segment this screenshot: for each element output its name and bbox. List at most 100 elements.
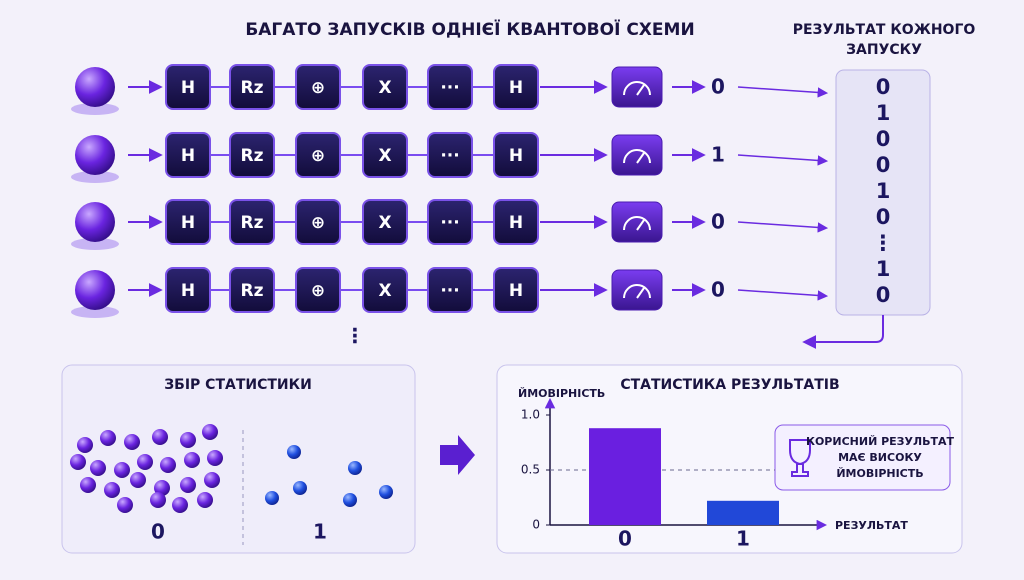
stats-title: ЗБІР СТАТИСТИКИ	[164, 377, 312, 393]
ball-zero	[124, 434, 140, 450]
gate	[362, 132, 408, 178]
gate-label: ···	[440, 281, 459, 301]
results-arrow	[802, 315, 884, 349]
gate	[427, 199, 473, 245]
gate	[165, 64, 211, 110]
trophy-icon	[789, 439, 811, 477]
gate	[165, 199, 211, 245]
meter-dial	[623, 81, 651, 96]
ball-zero	[130, 472, 146, 488]
x-tick-label: 0	[618, 527, 632, 551]
y-axis-label: ЙМОВІРНІСТЬ	[518, 387, 605, 400]
gate-label: ⊕	[311, 78, 325, 98]
x-axis-label: РЕЗУЛЬТАТ	[835, 519, 908, 532]
gate	[295, 199, 341, 245]
ball-zero	[160, 457, 176, 473]
callout-text: КОРИСНИЙ РЕЗУЛЬТАТ	[806, 435, 955, 448]
ball-one	[379, 485, 393, 499]
bar	[589, 428, 661, 525]
result-value: 1	[876, 179, 891, 203]
x-tick-label: 1	[736, 527, 750, 551]
result-value: 1	[876, 257, 891, 281]
ball-zero	[114, 462, 130, 478]
qubit-orb	[75, 135, 115, 175]
y-tick-label: 0	[532, 518, 540, 532]
ball-one	[287, 445, 301, 459]
meter-dial	[623, 216, 651, 231]
ball-zero	[180, 432, 196, 448]
ball-zero	[137, 454, 153, 470]
gate	[229, 267, 275, 313]
results-header: ЗАПУСКУ	[846, 42, 922, 58]
gate-label: ⊕	[311, 213, 325, 233]
gate-label: H	[509, 78, 523, 98]
wire	[737, 221, 829, 233]
result-value: 0	[876, 127, 891, 151]
gate-label: X	[378, 281, 391, 301]
ball-zero	[80, 477, 96, 493]
ball-zero	[152, 429, 168, 445]
meter-dial	[623, 284, 651, 299]
continuation: ⋮	[345, 324, 365, 348]
run-output: 0	[711, 75, 725, 99]
result-value: 0	[876, 205, 891, 229]
meter	[611, 134, 663, 176]
gate-label: X	[378, 213, 391, 233]
ball-one	[293, 481, 307, 495]
meter	[611, 66, 663, 108]
orb-base	[71, 171, 119, 183]
gate-label: Rz	[241, 78, 264, 98]
gate	[229, 199, 275, 245]
ball-zero	[184, 452, 200, 468]
ball-zero	[90, 460, 106, 476]
run-output: 1	[711, 143, 725, 167]
gate-label: ⊕	[311, 146, 325, 166]
gate-label: H	[181, 78, 195, 98]
orb-base	[71, 103, 119, 115]
gate-label: H	[181, 213, 195, 233]
run-output: 0	[711, 278, 725, 302]
ball-zero	[202, 424, 218, 440]
meter	[611, 269, 663, 311]
gate-label: H	[181, 146, 195, 166]
gate-label: ···	[440, 78, 459, 98]
gate-label: ···	[440, 213, 459, 233]
gate	[295, 132, 341, 178]
bar	[707, 500, 779, 525]
wire	[737, 289, 829, 301]
meter	[611, 201, 663, 243]
gate-label: ···	[440, 146, 459, 166]
ball-zero	[117, 497, 133, 513]
qubit-orb	[75, 270, 115, 310]
gate	[427, 64, 473, 110]
result-value: ⋮	[873, 231, 894, 255]
orb-base	[71, 238, 119, 250]
ball-zero	[100, 430, 116, 446]
result-value: 0	[876, 75, 891, 99]
gate-label: Rz	[241, 146, 264, 166]
result-value: 0	[876, 283, 891, 307]
gate	[229, 132, 275, 178]
gate	[295, 267, 341, 313]
stats-label: 1	[313, 520, 327, 544]
callout-text: ЙМОВІРНІСТЬ	[836, 467, 923, 480]
gate-label: H	[509, 281, 523, 301]
gate	[165, 132, 211, 178]
qubit-orb	[75, 67, 115, 107]
orb-base	[71, 306, 119, 318]
gate-label: X	[378, 78, 391, 98]
ball-zero	[150, 492, 166, 508]
gate	[493, 199, 539, 245]
chart-title: СТАТИСТИКА РЕЗУЛЬТАТІВ	[620, 377, 839, 393]
wire	[737, 154, 829, 166]
result-value: 0	[876, 153, 891, 177]
ball-zero	[77, 437, 93, 453]
gate	[295, 64, 341, 110]
ball-zero	[70, 454, 86, 470]
gate-label: X	[378, 146, 391, 166]
gate-label: H	[509, 213, 523, 233]
ball-zero	[207, 450, 223, 466]
gate	[493, 132, 539, 178]
callout-text: МАЄ ВИСОКУ	[838, 451, 922, 464]
